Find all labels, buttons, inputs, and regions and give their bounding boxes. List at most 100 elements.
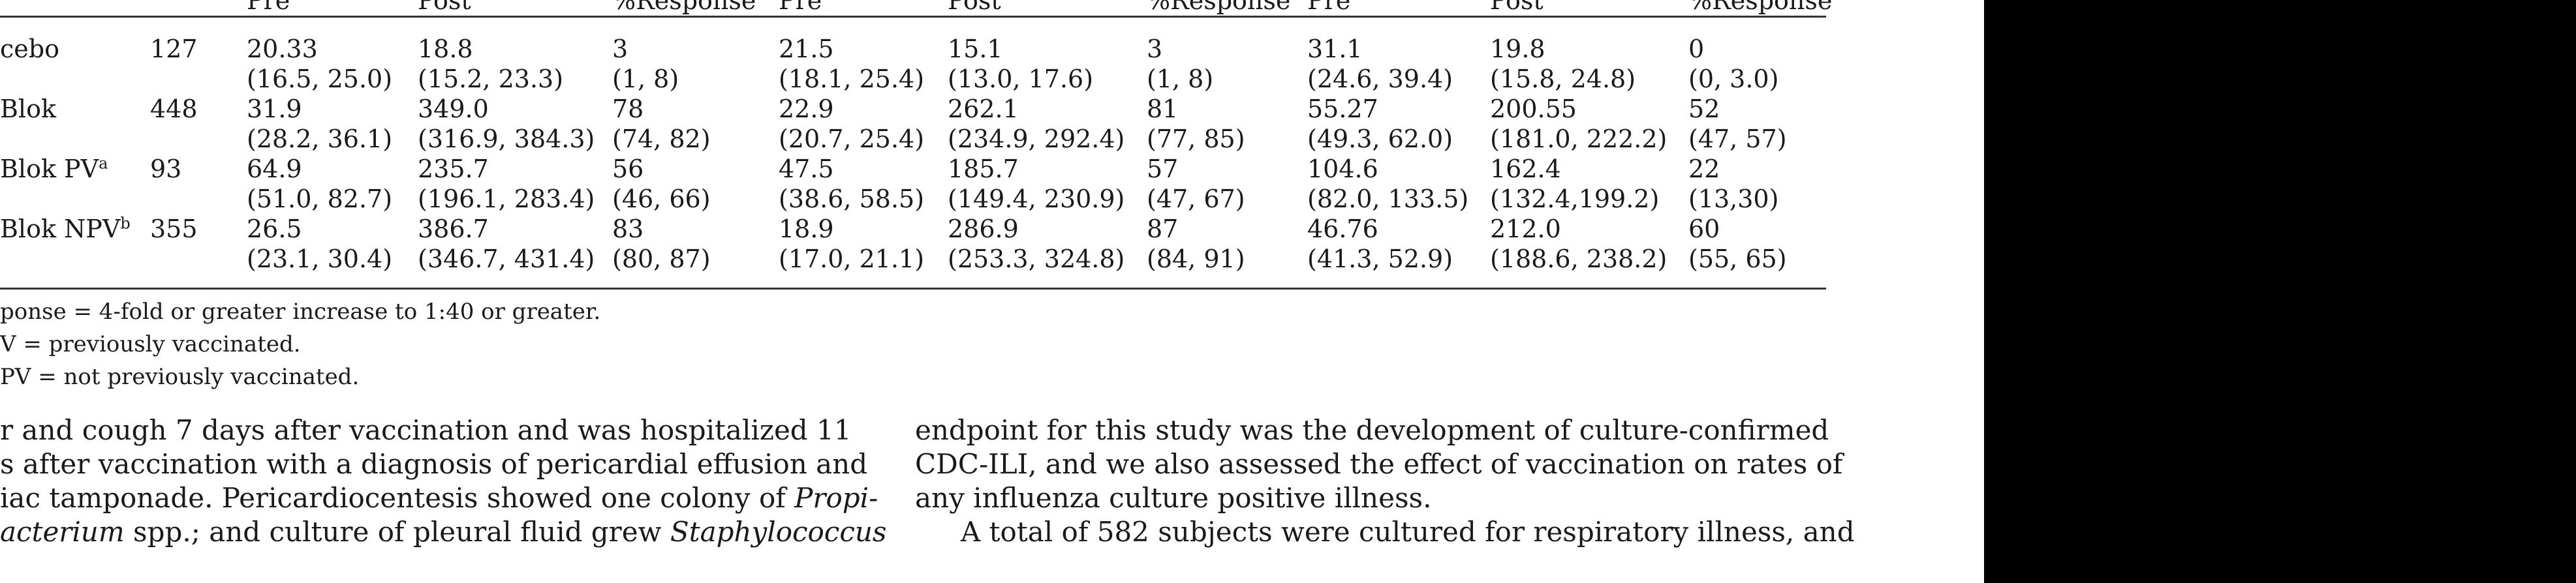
table-bottom-rule [0, 288, 1826, 290]
header-cell: Pre [247, 0, 290, 15]
table-ci: (49.3, 62.0) [1307, 125, 1453, 153]
table-ci: (47, 57) [1688, 125, 1787, 153]
table-ci: (41.3, 52.9) [1307, 245, 1453, 273]
black-panel [1984, 0, 2576, 583]
table-cell: 31.1 [1307, 35, 1363, 63]
table-cell: 57 [1147, 155, 1179, 183]
table-ci: (16.5, 25.0) [247, 65, 393, 93]
table-ci: (196.1, 283.4) [418, 185, 595, 213]
table-cell: 21.5 [779, 35, 834, 63]
table-header-rule [0, 16, 1826, 18]
table-cell: 18.9 [779, 215, 834, 243]
table-cell: 60 [1688, 215, 1720, 243]
header-cell: Post [418, 0, 471, 15]
table-cell: 55.27 [1307, 95, 1378, 123]
table-cell: 22.9 [779, 95, 834, 123]
table-ci: (1, 8) [1147, 65, 1214, 93]
table-ci: (234.9, 292.4) [948, 125, 1125, 153]
table-cell: 19.8 [1490, 35, 1545, 63]
table-cell: 162.4 [1490, 155, 1561, 183]
footnote: ponse = 4-fold or greater increase to 1:… [0, 299, 601, 325]
table-cell: 87 [1147, 215, 1179, 243]
document-page: Pre Post %Response Pre Post %Response Pr… [0, 0, 1855, 548]
table-cell: 52 [1688, 95, 1720, 123]
table-ci: (13.0, 17.6) [948, 65, 1094, 93]
header-cell: %Response [1688, 0, 1833, 15]
table-cell: 56 [612, 155, 644, 183]
table-ci: (316.9, 384.3) [418, 125, 595, 153]
body-line: any influenza culture positive illness. [915, 482, 1432, 514]
table-cell: 235.7 [418, 155, 489, 183]
table-cell: 104.6 [1307, 155, 1378, 183]
table-cell: 83 [612, 215, 644, 243]
table-cell: 78 [612, 95, 644, 123]
table-ci: (18.1, 25.4) [779, 65, 925, 93]
header-cell: Post [948, 0, 1001, 15]
row-label: cebo [0, 35, 59, 63]
table-cell: 20.33 [247, 35, 318, 63]
table-cell: 22 [1688, 155, 1720, 183]
table-ci: (47, 67) [1147, 185, 1245, 213]
table-ci: (346.7, 431.4) [418, 245, 595, 273]
row-n: 127 [150, 35, 198, 63]
table-cell: 212.0 [1490, 215, 1561, 243]
table-cell: 31.9 [247, 95, 302, 123]
table-ci: (1, 8) [612, 65, 679, 93]
table-ci: (77, 85) [1147, 125, 1245, 153]
table-ci: (24.6, 39.4) [1307, 65, 1453, 93]
row-n: 355 [150, 215, 198, 243]
table-cell: 81 [1147, 95, 1179, 123]
table-ci: (15.2, 23.3) [418, 65, 564, 93]
table-ci: (181.0, 222.2) [1490, 125, 1668, 153]
table-ci: (84, 91) [1147, 245, 1245, 273]
table-ci: (15.8, 24.8) [1490, 65, 1636, 93]
table-cell: 18.8 [418, 35, 473, 63]
footnote: PV = not previously vaccinated. [0, 364, 360, 390]
table-cell: 26.5 [247, 215, 302, 243]
body-line: s after vaccination with a diagnosis of … [0, 448, 868, 480]
table-cell: 46.76 [1307, 215, 1378, 243]
table-cell: 0 [1688, 35, 1705, 63]
table-ci: (28.2, 36.1) [247, 125, 393, 153]
table-ci: (188.6, 238.2) [1490, 245, 1668, 273]
table-cell: 286.9 [948, 215, 1019, 243]
table-cell: 47.5 [779, 155, 834, 183]
table-ci: (80, 87) [612, 245, 711, 273]
body-line: acterium spp.; and culture of pleural fl… [0, 516, 887, 548]
table-ci: (0, 3.0) [1688, 65, 1779, 93]
table-cell: 3 [1147, 35, 1163, 63]
body-line: endpoint for this study was the developm… [915, 414, 1829, 446]
table-cell: 386.7 [418, 215, 489, 243]
table-ci: (55, 65) [1688, 245, 1787, 273]
table-ci: (46, 66) [612, 185, 711, 213]
header-cell: Post [1490, 0, 1544, 15]
footnote: V = previously vaccinated. [0, 331, 301, 357]
header-cell: Pre [1307, 0, 1351, 15]
row-label: Blok PVa [0, 154, 108, 183]
table-ci: (20.7, 25.4) [779, 125, 925, 153]
table-ci: (149.4, 230.9) [948, 185, 1125, 213]
table-ci: (51.0, 82.7) [247, 185, 393, 213]
table-ci: (253.3, 324.8) [948, 245, 1125, 273]
table-ci: (82.0, 133.5) [1307, 185, 1469, 213]
body-line: CDC-ILI, and we also assessed the effect… [915, 448, 1843, 480]
header-cell: Pre [779, 0, 822, 15]
table-cell: 64.9 [247, 155, 302, 183]
body-line: A total of 582 subjects were cultured fo… [961, 516, 1855, 548]
table-cell: 262.1 [948, 95, 1019, 123]
table-cell: 349.0 [418, 95, 489, 123]
row-n: 448 [150, 95, 198, 123]
body-line: r and cough 7 days after vaccination and… [0, 414, 852, 446]
table-cell: 15.1 [948, 35, 1003, 63]
table-ci: (74, 82) [612, 125, 711, 153]
row-n: 93 [150, 155, 182, 183]
row-label: Blok [0, 95, 56, 123]
table-ci: (132.4,199.2) [1490, 185, 1660, 213]
table-ci: (17.0, 21.1) [779, 245, 925, 273]
body-line: iac tamponade. Pericardiocentesis showed… [0, 482, 878, 514]
table-ci: (13,30) [1688, 185, 1779, 213]
header-cell: %Response [612, 0, 756, 15]
row-label: Blok NPVb [0, 214, 131, 243]
table-cell: 3 [612, 35, 628, 63]
